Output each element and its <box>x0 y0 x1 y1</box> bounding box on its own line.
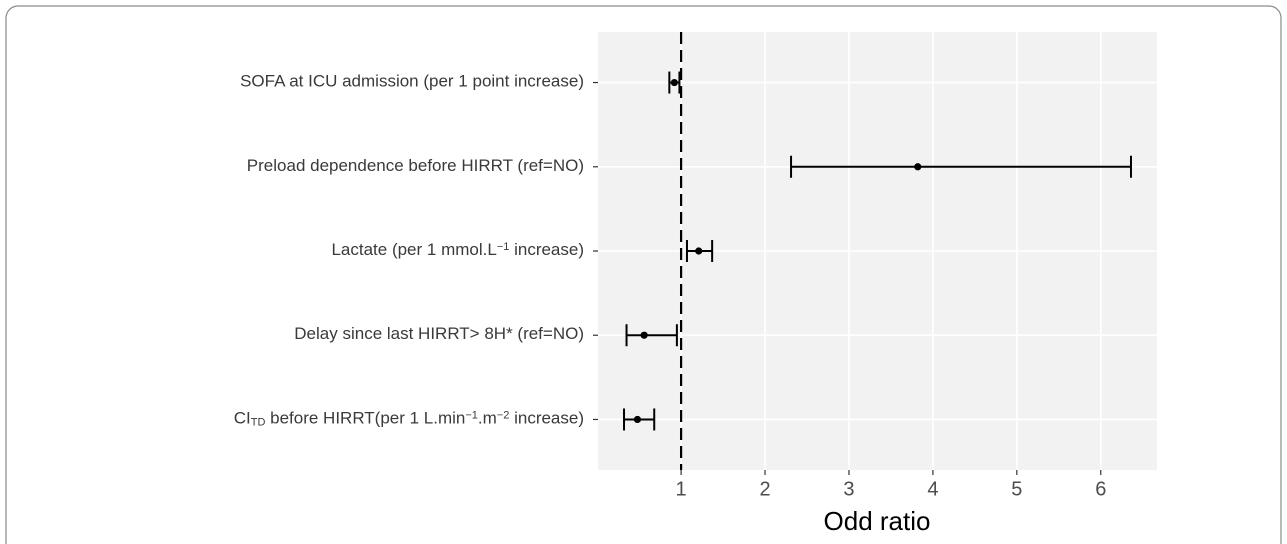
label-text: Delay since last HIRRT> 8H* (ref=NO) <box>294 325 584 344</box>
label-text: Lactate (per 1 mmol.L <box>331 240 496 259</box>
label-text: SOFA at ICU admission (per 1 point incre… <box>240 72 584 91</box>
category-label: SOFA at ICU admission (per 1 point incre… <box>240 72 584 91</box>
x-tick-label: 3 <box>843 478 854 500</box>
label-sup: −1 <box>465 409 478 421</box>
x-axis-title: Odd ratio <box>824 506 931 536</box>
label-text: Preload dependence before HIRRT (ref=NO) <box>247 156 584 175</box>
label-text: before HIRRT(per 1 L.min <box>265 409 465 428</box>
label-text: increase) <box>509 240 584 259</box>
label-sup: −2 <box>497 409 510 421</box>
x-tick-label: 5 <box>1011 478 1022 500</box>
category-label: Delay since last HIRRT> 8H* (ref=NO) <box>294 325 584 344</box>
point <box>670 78 678 87</box>
label-text: CI <box>234 409 251 428</box>
point <box>914 163 922 171</box>
x-tick-label: 4 <box>927 478 938 500</box>
point <box>695 247 703 255</box>
category-label: Preload dependence before HIRRT (ref=NO) <box>247 156 584 175</box>
frame <box>5 5 1282 544</box>
label-sup: −1 <box>497 241 510 253</box>
label-text: .m <box>478 409 497 428</box>
point <box>640 331 648 339</box>
category-label: Lactate (per 1 mmol.L−1 increase) <box>331 240 584 259</box>
category-label: CITD before HIRRT(per 1 L.min−1.m−2 incr… <box>234 409 584 428</box>
x-tick-label: 2 <box>759 478 770 500</box>
x-tick-label: 6 <box>1095 478 1106 500</box>
label-text: increase) <box>509 409 584 428</box>
label-sub: TD <box>251 416 266 428</box>
point <box>633 415 642 424</box>
x-tick-label: 1 <box>676 478 687 500</box>
